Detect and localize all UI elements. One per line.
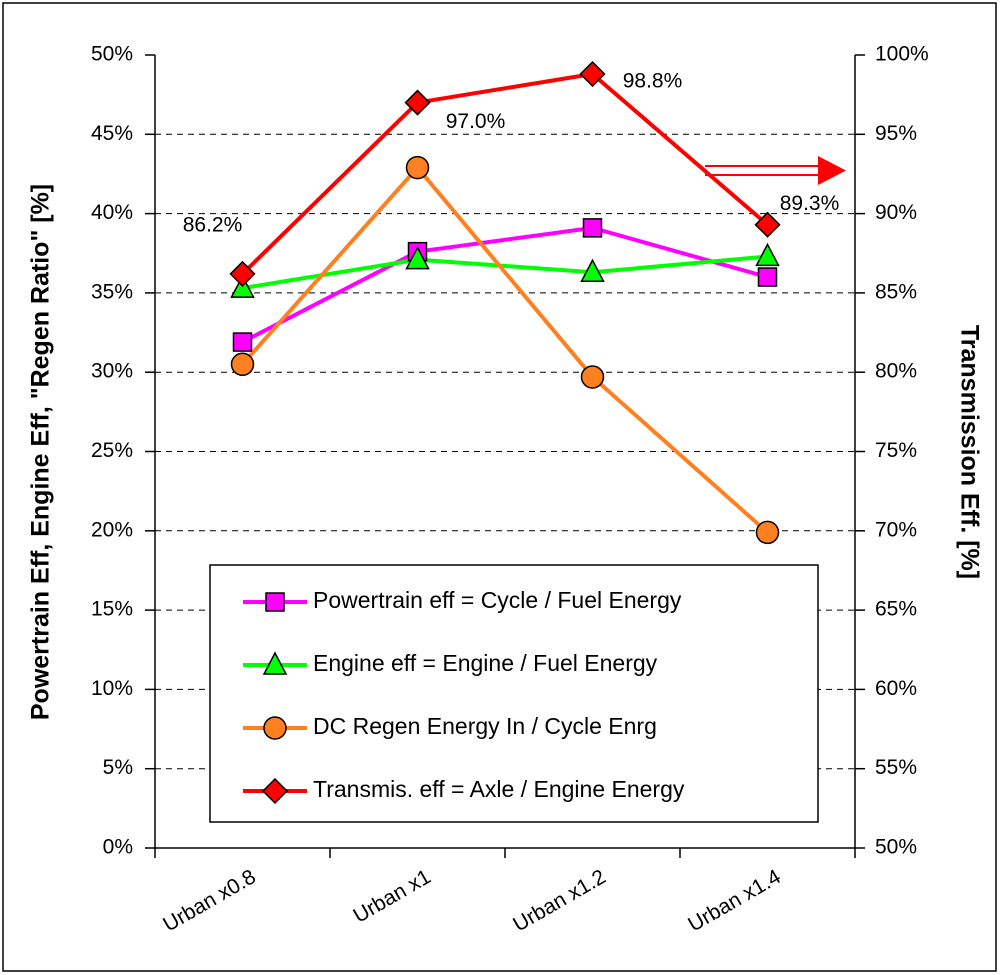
data-point: [582, 218, 603, 238]
data-point: [757, 267, 778, 287]
y-tick-label: 15%: [91, 598, 133, 621]
data-label: 98.8%: [623, 70, 683, 93]
legend-label: Transmis. eff = Axle / Engine Energy: [313, 776, 685, 802]
y-tick-label: 50%: [91, 43, 133, 66]
y2-tick-label: 80%: [875, 360, 917, 383]
legend-marker: [265, 592, 285, 612]
y-tick-label: 35%: [91, 280, 133, 303]
series-line: [241, 225, 769, 344]
legend-box: [209, 564, 819, 823]
y2-tick-label: 85%: [875, 280, 917, 303]
legend: Powertrain eff = Cycle / Fuel Energy Engi…: [209, 564, 819, 823]
legend-marker: [263, 716, 287, 740]
y2-tick-label: 90%: [875, 201, 917, 224]
data-label: 89.3%: [780, 192, 840, 215]
data-point: [580, 365, 605, 389]
data-point: [230, 352, 255, 377]
data-point: [232, 332, 253, 352]
y-tick-label: 10%: [91, 677, 133, 700]
axis-arrow: [705, 156, 846, 185]
data-point: [579, 60, 606, 88]
data-label: 97.0%: [446, 110, 506, 133]
legend-label: DC Regen Energy In / Cycle Enrg: [313, 713, 657, 739]
data-point: [754, 211, 781, 238]
data-point: [229, 260, 256, 287]
data-label: 86.2%: [183, 213, 243, 236]
y2-tick-label: 60%: [875, 677, 917, 700]
data-point: [404, 89, 431, 116]
y-tick-label: 20%: [91, 518, 133, 541]
series-line: [242, 254, 768, 291]
y-tick-label: 40%: [91, 201, 133, 224]
series-line: [241, 164, 769, 534]
y2-tick-label: 50%: [875, 836, 917, 859]
y-axis-title: Powertrain Eff, Engine Eff, "Regen Ratio…: [27, 184, 55, 720]
data-point: [755, 242, 780, 267]
y2-tick-label: 65%: [875, 598, 917, 621]
y-tick-label: 30%: [91, 360, 133, 383]
series-line: [241, 71, 769, 276]
y-tick-label: 5%: [103, 756, 133, 779]
y2-tick-label: 75%: [875, 439, 917, 462]
y2-axis-title: Transmission Eff. [%]: [955, 325, 983, 579]
data-point: [405, 245, 430, 270]
legend-label: Engine eff = Engine / Fuel Energy: [313, 650, 658, 676]
y2-tick-label: 100%: [875, 43, 929, 66]
data-point: [580, 258, 605, 283]
y-tick-label: 0%: [103, 836, 133, 859]
y2-tick-label: 95%: [875, 122, 917, 145]
legend-marker: [262, 651, 288, 675]
legend-label: Powertrain eff = Cycle / Fuel Energy: [313, 587, 682, 613]
y2-tick-label: 70%: [875, 518, 917, 541]
y2-tick-label: 55%: [875, 756, 917, 779]
data-point: [405, 155, 430, 180]
legend-marker: [261, 777, 289, 805]
data-point: [755, 520, 780, 545]
y-tick-label: 25%: [91, 439, 133, 462]
y-tick-label: 45%: [91, 122, 133, 145]
